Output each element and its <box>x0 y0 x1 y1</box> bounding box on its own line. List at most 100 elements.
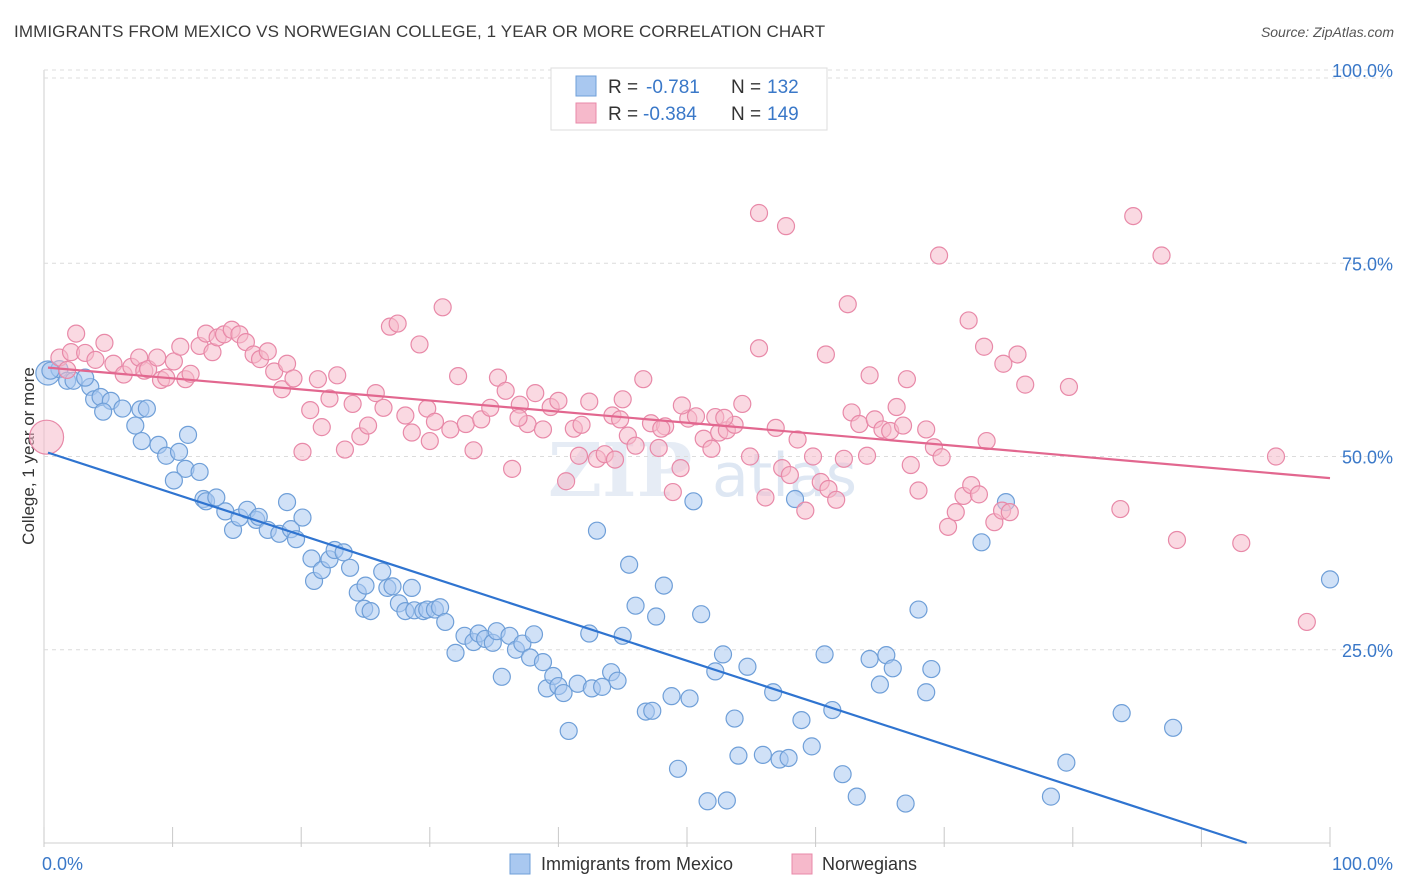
data-point <box>946 503 965 522</box>
data-point <box>137 399 156 418</box>
chart-source: Source: ZipAtlas.com <box>1260 24 1394 40</box>
data-point <box>857 446 877 465</box>
data-point <box>481 398 500 417</box>
data-point <box>838 295 857 314</box>
data-point <box>654 576 673 595</box>
data-point <box>425 412 445 431</box>
data-point <box>132 431 151 451</box>
data-point <box>803 447 823 466</box>
data-point <box>1057 753 1076 772</box>
data-point <box>301 401 320 420</box>
stats-r-value-mexico: -0.781 <box>646 77 700 98</box>
data-point <box>1164 718 1183 737</box>
data-point <box>559 721 578 741</box>
data-point <box>433 298 452 317</box>
data-point <box>796 501 815 520</box>
data-point <box>374 398 393 417</box>
legend-label-norwegians: Norwegians <box>822 854 917 874</box>
data-point <box>580 392 599 411</box>
data-point <box>887 397 906 417</box>
data-point <box>207 488 226 507</box>
legend: Immigrants from Mexico Norwegians <box>509 853 917 875</box>
data-point <box>834 449 853 468</box>
data-point <box>526 384 545 403</box>
y-tick-label-50: 50.0% <box>1342 448 1393 468</box>
data-point <box>328 366 347 385</box>
x-tick-label-min: 0.0% <box>42 854 83 874</box>
data-point <box>492 667 511 686</box>
data-point <box>464 441 483 460</box>
data-point <box>1232 533 1251 553</box>
data-point <box>652 419 671 438</box>
data-point <box>1167 530 1187 550</box>
watermark-zip: ZIP <box>548 428 692 514</box>
data-point <box>643 701 662 720</box>
data-point <box>361 601 380 621</box>
stats-box: R = -0.781 N = 132 R = -0.384 N = 149 <box>550 67 828 131</box>
data-point <box>402 423 421 442</box>
data-point <box>605 450 625 469</box>
data-point <box>733 394 752 414</box>
data-point <box>308 370 328 389</box>
gridlines <box>44 69 1390 651</box>
data-point <box>1041 787 1061 806</box>
data-point <box>148 348 167 367</box>
data-point <box>717 791 736 810</box>
data-point <box>738 657 757 676</box>
trend-line-norwegians <box>47 366 1331 480</box>
data-point <box>496 381 515 400</box>
data-point <box>388 314 407 333</box>
data-point <box>917 420 936 439</box>
stats-swatch-norwegians <box>575 102 597 124</box>
data-point <box>713 645 733 664</box>
data-point <box>850 414 869 434</box>
data-point <box>312 418 331 437</box>
trend-line-mexico <box>47 451 1247 845</box>
stats-box-frame <box>550 67 828 131</box>
data-point <box>649 438 668 458</box>
stats-n-value-norwegians: 149 <box>767 104 799 125</box>
data-point <box>1016 375 1035 394</box>
data-point <box>28 419 65 455</box>
data-point <box>785 489 805 509</box>
data-point <box>293 442 312 461</box>
data-point <box>343 394 362 414</box>
data-point <box>402 578 421 598</box>
data-point <box>1297 612 1316 632</box>
data-point <box>776 217 796 236</box>
stats-r-label-norwegians: R = <box>608 104 638 125</box>
legend-label-mexico: Immigrants from Mexico <box>541 854 733 874</box>
data-point <box>569 446 589 465</box>
data-point <box>608 671 627 690</box>
data-point <box>626 596 645 615</box>
data-point <box>456 414 475 434</box>
data-point <box>749 339 769 358</box>
data-point <box>994 354 1013 373</box>
y-tick-label-100: 100.0% <box>1332 61 1393 81</box>
stats-swatch-mexico <box>575 75 597 97</box>
stats-r-value-norwegians: -0.384 <box>643 104 697 125</box>
data-point <box>94 402 113 421</box>
data-point <box>692 605 711 624</box>
data-point <box>634 370 653 389</box>
data-point <box>373 562 392 581</box>
data-point <box>938 517 958 536</box>
data-point <box>680 689 699 708</box>
data-point <box>340 558 360 577</box>
data-point <box>671 458 690 478</box>
data-point <box>1008 345 1027 364</box>
data-point <box>740 447 760 466</box>
data-point <box>647 607 666 626</box>
data-point <box>827 490 846 509</box>
series-norwegians <box>28 203 1316 632</box>
data-point <box>557 472 576 491</box>
data-point <box>766 418 785 437</box>
data-point <box>779 748 798 768</box>
data-point <box>802 737 821 756</box>
data-point <box>76 368 95 387</box>
data-point <box>897 370 917 389</box>
data-point <box>662 687 681 706</box>
data-point <box>749 203 769 223</box>
data-point <box>847 787 866 806</box>
data-point <box>95 333 114 352</box>
